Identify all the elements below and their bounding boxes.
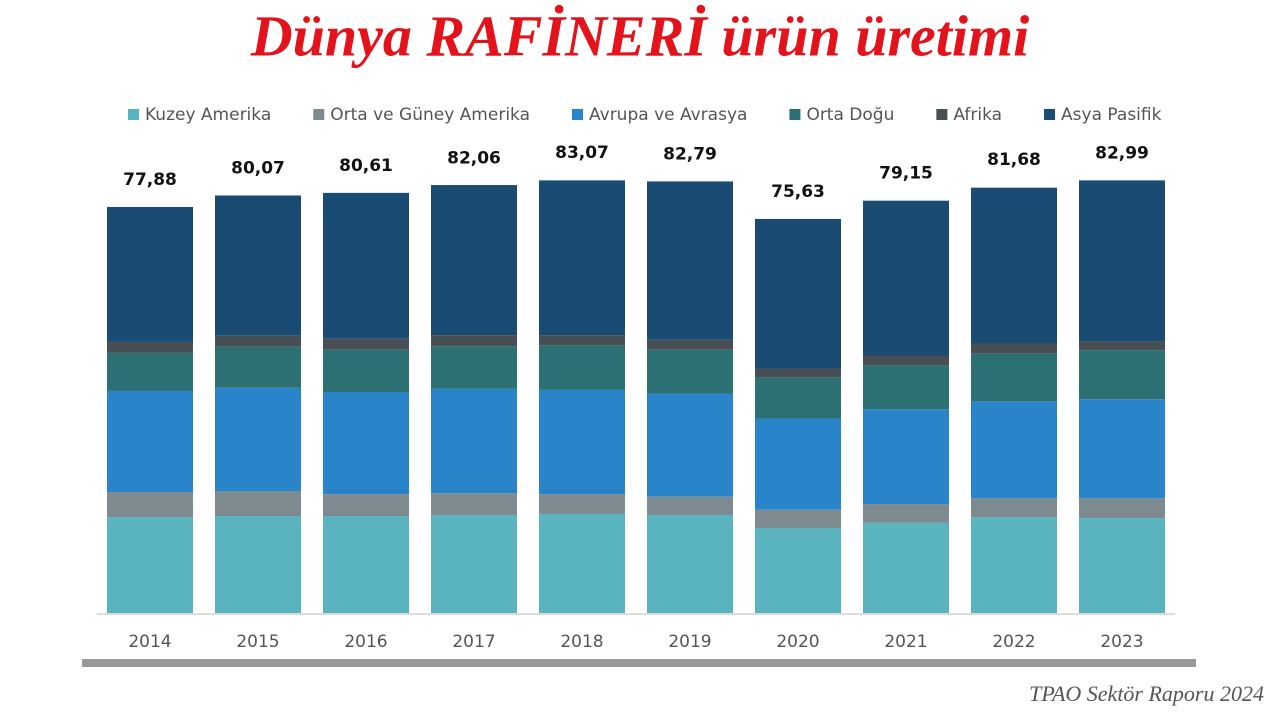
bar-segment [215,335,301,347]
total-label: 77,88 [123,170,177,190]
bar-segment [215,195,301,336]
bar-segment [647,496,733,516]
bar-segment [107,390,193,493]
bar-segment [539,513,625,613]
bar-segment [323,338,409,350]
bar-segment [863,522,949,613]
legend-swatch [572,109,583,120]
legend-swatch [936,109,948,120]
separator [82,659,1196,667]
bar-segment [971,401,1057,499]
x-tick-label: 2022 [992,632,1035,652]
x-tick-label: 2016 [344,632,387,652]
bar-segment [215,346,301,388]
bar-segment [107,492,193,518]
x-tick-label: 2017 [452,632,495,652]
bar-segment [647,349,733,394]
bar-segment [107,352,193,391]
bar-segment [431,388,517,494]
bar-segment [647,393,733,497]
x-tick-label: 2014 [128,632,171,652]
total-label: 75,63 [771,182,825,202]
bar-segment [539,180,625,336]
bar-segment [647,181,733,340]
legend-label: Orta ve Güney Amerika [330,105,530,125]
bar-segment [1079,498,1165,519]
bar-segment [755,377,841,419]
bar-segment [539,335,625,346]
legend-swatch [1044,109,1056,120]
bar-segment [107,517,193,613]
bar-segment [323,349,409,392]
legend-label: Avrupa ve Avrasya [589,105,747,125]
legend-label: Asya Pasifik [1061,105,1162,125]
x-tick-label: 2020 [776,632,819,652]
bar-segment [1079,518,1165,613]
bar-segment [863,504,949,523]
bar-segment [755,528,841,613]
total-label: 80,61 [339,156,393,176]
bar-segment [1079,350,1165,400]
bar-segment [971,498,1057,518]
chart-title: Dünya RAFİNERİ ürün üretimi [250,3,1029,68]
total-label: 80,07 [231,159,285,179]
bar-segment [431,346,517,389]
total-label: 83,07 [555,143,609,163]
bar-segment [971,187,1057,344]
total-label: 81,68 [987,150,1041,170]
bar-segment [755,509,841,529]
x-tick-label: 2023 [1100,632,1143,652]
x-tick-label: 2018 [560,632,603,652]
bar-segment [539,345,625,390]
total-label: 82,79 [663,144,717,164]
bar-segment [215,491,301,517]
bar-segment [971,343,1057,354]
bar-segment [107,341,193,353]
bar-segment [755,418,841,510]
legend-label: Kuzey Amerika [145,105,271,125]
bar-segment [323,494,409,517]
bar-segment [107,206,193,342]
bar-segment [323,516,409,613]
bar-segment [1079,399,1165,499]
bar-segment [755,218,841,369]
bar-segment [1079,180,1165,342]
bar-segment [1079,341,1165,351]
x-tick-label: 2015 [236,632,279,652]
total-label: 82,99 [1095,143,1149,163]
bar-segment [431,185,517,336]
bar-segment [863,409,949,505]
bar-segment [431,515,517,613]
bar-segment [971,517,1057,613]
bar-segment [539,389,625,495]
bar-segment [323,192,409,339]
bar-segment [647,515,733,613]
legend-label: Orta Doğu [806,105,894,125]
bar-segment [863,200,949,356]
bar-segment [431,493,517,516]
x-tick-label: 2021 [884,632,927,652]
x-tick-label: 2019 [668,632,711,652]
total-label: 82,06 [447,148,501,168]
legend-label: Afrika [953,105,1002,125]
legend-swatch [789,109,801,120]
total-label: 79,15 [879,163,933,183]
bar-segment [755,368,841,378]
bar-segment [431,335,517,347]
bar-segment [647,339,733,350]
bar-segment [215,387,301,492]
legend-swatch [313,109,325,120]
bar-segment [215,516,301,613]
bar-segment [539,494,625,514]
bar-segment [863,365,949,410]
bar-segment [863,355,949,366]
bar-segment [323,391,409,495]
legend-swatch [128,109,139,120]
source: TPAO Sektör Raporu 2024 [1029,681,1264,706]
bar-segment [971,353,1057,402]
